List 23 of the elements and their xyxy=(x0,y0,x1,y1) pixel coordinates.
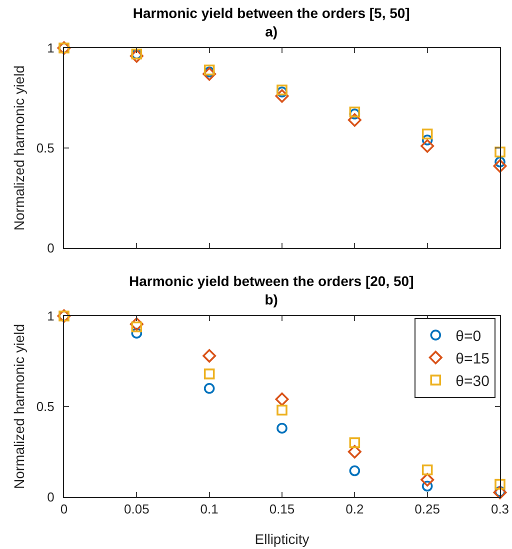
x-tick-label: 0.2 xyxy=(346,502,364,517)
legend-label: θ=30 xyxy=(456,372,490,390)
x-tick-label: 0 xyxy=(60,502,68,517)
x-tick-label: 0.25 xyxy=(414,502,440,517)
legend-label: θ=15 xyxy=(456,350,490,368)
x-tick-label: 0.05 xyxy=(124,502,150,517)
y-tick-label: 0 xyxy=(47,490,54,505)
x-tick-label: 0.15 xyxy=(269,502,295,517)
chart-subtitle: b) xyxy=(264,291,278,308)
y-axis-title: Normalized harmonic yield xyxy=(10,324,27,489)
chart-title: Harmonic yield between the orders [5, 50] xyxy=(132,5,410,22)
y-tick-label: 0.5 xyxy=(36,399,54,414)
x-tick-label: 0.3 xyxy=(490,502,510,517)
chart-subtitle: a) xyxy=(265,23,278,40)
chart-title: Harmonic yield between the orders [20, 50] xyxy=(128,273,414,290)
y-axis-title: Normalized harmonic yield xyxy=(10,66,27,230)
legend-label: θ=0 xyxy=(456,328,482,345)
y-tick-label: 1 xyxy=(47,308,54,324)
x-tick-label: 0.1 xyxy=(200,502,218,517)
y-tick-label: 1 xyxy=(47,40,54,56)
x-axis-title: Ellipticity xyxy=(254,531,310,547)
y-tick-label: 0 xyxy=(47,240,54,256)
y-tick-label: 0.5 xyxy=(36,140,54,156)
